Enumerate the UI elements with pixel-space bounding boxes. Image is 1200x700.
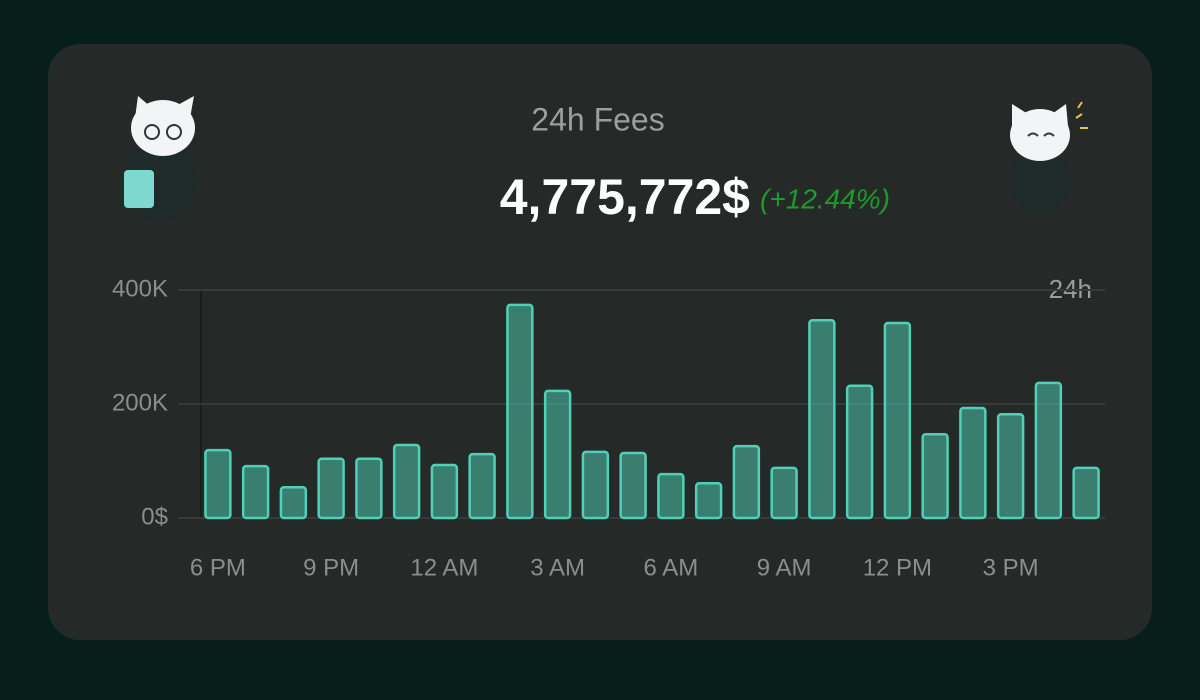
bar	[959, 406, 987, 520]
card-title: 24h Fees	[531, 101, 664, 137]
bar	[996, 413, 1025, 520]
x-tick-label: 3 AM	[530, 554, 585, 581]
y-tick-label: 200K	[112, 389, 168, 416]
bar	[581, 450, 610, 520]
x-tick-label: 3 PM	[983, 554, 1039, 581]
bar	[732, 444, 761, 520]
bar	[430, 463, 459, 520]
cat-right	[1010, 101, 1088, 212]
x-tick-label: 6 PM	[190, 554, 246, 581]
x-tick-label: 12 PM	[863, 554, 932, 581]
bar	[657, 472, 685, 520]
bar	[241, 464, 270, 520]
bar	[808, 318, 836, 520]
bar	[1072, 466, 1100, 520]
bar	[845, 384, 874, 520]
bar	[355, 457, 383, 520]
x-tick-label: 6 AM	[644, 554, 699, 581]
period-label: 24h	[1049, 274, 1092, 304]
bar	[883, 321, 912, 520]
bar	[770, 466, 798, 520]
bar	[619, 451, 647, 520]
bar	[279, 485, 308, 520]
bar	[317, 457, 345, 520]
change-value: (+12.44%)	[760, 183, 890, 214]
total-value: 4,775,772$	[500, 169, 750, 225]
cat-left	[124, 96, 196, 220]
bar	[468, 452, 496, 520]
bar	[392, 443, 421, 520]
x-tick-label: 12 AM	[410, 554, 478, 581]
bar	[1034, 381, 1063, 520]
y-tick-label: 0$	[141, 503, 168, 530]
bar	[543, 389, 572, 520]
bar	[921, 432, 949, 520]
bar	[694, 481, 723, 520]
y-tick-label: 400K	[112, 275, 168, 302]
x-tick-label: 9 AM	[757, 554, 812, 581]
bar	[204, 448, 232, 520]
x-tick-label: 9 PM	[303, 554, 359, 581]
bar	[506, 303, 534, 520]
